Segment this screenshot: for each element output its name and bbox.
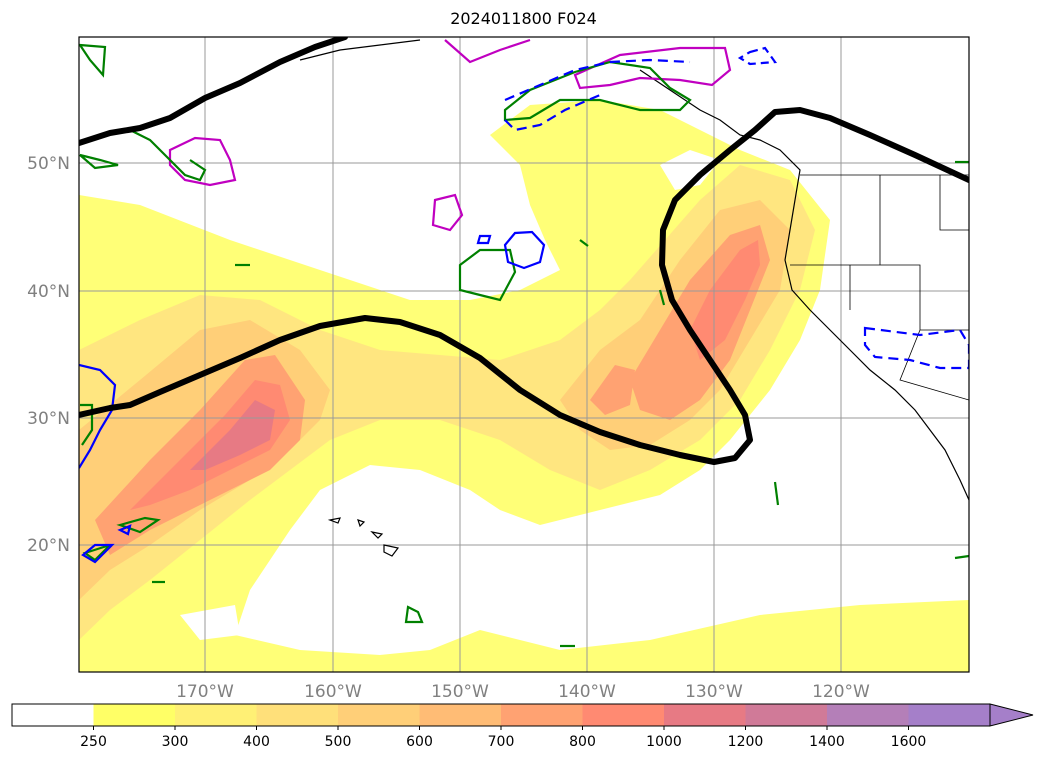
colorbar-tick-label: 700 <box>488 734 515 750</box>
lon-label-130w: 130°W <box>685 682 743 702</box>
lon-label-120w: 120°W <box>812 682 870 702</box>
lon-label-170w: 170°W <box>176 682 234 702</box>
colorbar-extend-arrow <box>989 703 1034 727</box>
colorbar-segment <box>256 704 339 726</box>
colorbar-tick-label: 500 <box>325 734 352 750</box>
colorbar-tick-label: 400 <box>243 734 270 750</box>
colorbar-segment <box>419 704 502 726</box>
lat-label-20n: 20°N <box>27 536 70 556</box>
coastline <box>299 39 969 501</box>
us-state-borders <box>790 174 969 401</box>
magenta-contours <box>168 38 732 232</box>
colorbar-segment <box>827 704 909 726</box>
colorbar-segment <box>93 704 176 726</box>
colorbar-segment <box>745 704 828 726</box>
colorbar-tick-label: 1200 <box>728 734 764 750</box>
gridlines <box>79 37 969 672</box>
lat-label-50n: 50°N <box>27 154 70 174</box>
colorbar-segment <box>501 704 583 726</box>
colorbar-labels: 250 300 400 500 600 700 800 1000 1200 1400 1600 <box>80 726 926 750</box>
lon-label-160w: 160°W <box>304 682 362 702</box>
colorbar-segment <box>338 704 420 726</box>
green-contours <box>79 43 969 648</box>
colorbar-segment <box>908 704 991 726</box>
colorbar-tick-label: 1000 <box>646 734 682 750</box>
lon-label-140w: 140°W <box>558 682 616 702</box>
colorbar-tick-label: 600 <box>406 734 433 750</box>
colorbar-tick-label: 1600 <box>891 734 927 750</box>
hawaii-islands <box>327 517 400 557</box>
map-title: 2024011800 F024 <box>450 9 597 28</box>
colorbar-segment <box>664 704 746 726</box>
colorbar-segment <box>175 704 257 726</box>
jet-axis-contour <box>79 37 969 465</box>
colorbar-tick-label: 800 <box>569 734 596 750</box>
colorbar-tick-label: 1400 <box>809 734 845 750</box>
colorbar <box>11 703 1034 727</box>
lat-label-40n: 40°N <box>27 282 70 302</box>
colorbar-tick-label: 300 <box>162 734 189 750</box>
lat-label-30n: 30°N <box>27 409 70 429</box>
colorbar-tick-label: 250 <box>80 734 107 750</box>
ivt-band-300 <box>79 165 815 640</box>
colorbar-segment <box>12 704 94 726</box>
colorbar-segment <box>582 704 665 726</box>
lon-label-150w: 150°W <box>431 682 489 702</box>
map-frame <box>78 36 970 673</box>
